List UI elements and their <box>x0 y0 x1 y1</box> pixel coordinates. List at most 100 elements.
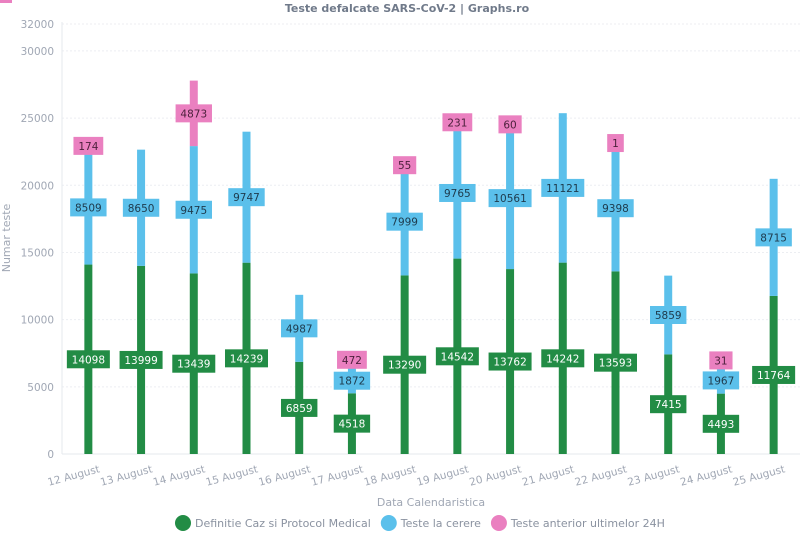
data-label-box <box>172 354 216 373</box>
data-label: 9398 <box>597 199 634 218</box>
data-label-text: 174 <box>78 141 98 153</box>
data-label: 472 <box>337 350 367 369</box>
data-label: 11764 <box>752 365 796 384</box>
y-axis-ticks: 0 5000 10000 15000 20000 25000 30000 32000 <box>21 19 54 461</box>
data-label-box <box>752 365 796 384</box>
data-label: 13999 <box>119 350 163 369</box>
data-label-text: 10561 <box>493 193 526 205</box>
data-label-text: 14242 <box>546 353 579 365</box>
data-label: 4493 <box>702 414 740 433</box>
data-label-box <box>386 212 423 231</box>
data-label-text: 231 <box>447 117 467 129</box>
data-label-text: 13593 <box>599 358 632 370</box>
data-labels: 14098 8509 174 13999 8650 13439 9475 4873 14239 9… <box>66 104 796 433</box>
x-tick-label: 21 August <box>521 463 576 488</box>
y-tick-label: 5000 <box>27 382 54 394</box>
data-label-text: 60 <box>503 119 516 131</box>
x-tick-label: 23 August <box>626 463 681 488</box>
data-label-box <box>175 104 212 123</box>
data-label: 9747 <box>228 188 265 207</box>
data-label: 1967 <box>702 371 740 390</box>
data-label: 60 <box>498 115 522 134</box>
y-tick-label: 10000 <box>21 315 54 327</box>
data-label-text: 1 <box>612 138 619 150</box>
legend-marker-icon <box>175 515 191 531</box>
data-label-text: 4987 <box>286 323 313 335</box>
data-label-text: 13762 <box>493 357 526 369</box>
legend-label: Teste anterior ultimelor 24H <box>510 517 665 530</box>
data-label-box <box>541 178 585 197</box>
x-tick-label: 18 August <box>363 463 418 488</box>
data-label-box <box>488 352 532 371</box>
data-label: 174 <box>73 136 104 155</box>
x-tick-label: 12 August <box>46 463 101 488</box>
data-label: 13290 <box>383 355 427 374</box>
data-label-box <box>594 353 637 372</box>
x-tick-label: 22 August <box>574 463 629 488</box>
data-label: 14239 <box>225 349 268 368</box>
data-label: 8650 <box>122 198 160 217</box>
data-label-text: 8715 <box>760 232 787 244</box>
data-label-text: 9765 <box>444 188 471 200</box>
data-label-box <box>119 350 163 369</box>
data-label: 4518 <box>333 414 371 433</box>
data-label: 4873 <box>175 104 212 123</box>
data-label-text: 14098 <box>72 354 105 366</box>
legend-item[interactable]: Teste anterior ultimelor 24H <box>490 515 665 531</box>
data-label: 14242 <box>541 349 585 368</box>
data-label-box <box>607 134 624 153</box>
data-label-text: 8509 <box>75 202 102 214</box>
legend-item[interactable]: Teste la cerere <box>380 515 481 531</box>
data-label: 6859 <box>281 398 318 417</box>
data-label: 13762 <box>488 352 532 371</box>
y-tick-label: 20000 <box>21 180 54 192</box>
data-label-text: 1872 <box>339 376 366 388</box>
data-label-text: 4873 <box>180 108 207 120</box>
data-label: 7415 <box>650 395 687 414</box>
corner-mark <box>0 0 12 3</box>
legend: Definitie Caz si Protocol Medical Teste l… <box>175 515 665 531</box>
y-tick-label: 32000 <box>21 19 54 31</box>
data-label-text: 9475 <box>180 205 207 217</box>
data-label-text: 11121 <box>546 183 579 195</box>
data-label-text: 13999 <box>124 355 157 367</box>
data-label-box <box>281 319 318 338</box>
data-label-text: 55 <box>398 160 411 172</box>
y-tick-label: 0 <box>47 449 54 461</box>
x-tick-label: 16 August <box>257 463 312 488</box>
gridlines <box>62 23 800 388</box>
data-label-text: 472 <box>342 355 362 367</box>
data-label-box <box>73 136 104 155</box>
legend-marker-icon <box>380 515 397 531</box>
legend-item[interactable]: Definitie Caz si Protocol Medical <box>175 515 371 531</box>
data-label: 4987 <box>281 319 318 338</box>
data-label-box <box>383 355 427 374</box>
data-label-text: 13290 <box>388 360 421 372</box>
data-label-text: 9398 <box>602 203 629 215</box>
data-label-text: 13439 <box>177 359 210 371</box>
y-tick-label: 30000 <box>21 46 54 58</box>
data-label-box <box>498 115 522 134</box>
data-label-text: 14542 <box>441 351 474 363</box>
data-label-text: 9747 <box>233 192 260 204</box>
data-label: 13439 <box>172 354 216 373</box>
legend-label: Definitie Caz si Protocol Medical <box>195 517 371 530</box>
data-label-text: 11764 <box>757 370 791 382</box>
x-tick-label: 13 August <box>99 463 154 488</box>
chart-title: Teste defalcate SARS-CoV-2 | Graphs.ro <box>285 2 530 15</box>
data-label: 14098 <box>66 350 110 369</box>
data-label-box <box>393 156 417 175</box>
data-label-box <box>709 351 733 370</box>
data-label-text: 1967 <box>708 375 735 387</box>
x-tick-label: 19 August <box>415 463 470 488</box>
data-label-box <box>70 198 107 217</box>
data-label-box <box>337 350 367 369</box>
data-label-box <box>175 200 212 219</box>
y-tick-label: 15000 <box>21 247 54 259</box>
data-label-box <box>702 371 740 390</box>
x-tick-label: 17 August <box>310 463 365 488</box>
data-label-box <box>488 189 532 208</box>
x-tick-label: 25 August <box>732 463 787 488</box>
data-label-box <box>541 349 585 368</box>
